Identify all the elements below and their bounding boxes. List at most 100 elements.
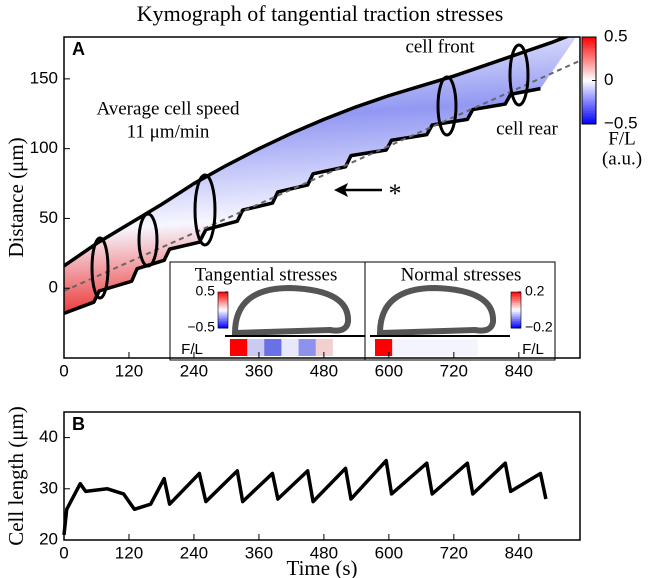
panel-label: B bbox=[72, 414, 85, 434]
stress-strip bbox=[315, 339, 334, 356]
highlight-ellipse bbox=[508, 43, 530, 107]
colorbar-cell bbox=[582, 106, 596, 110]
inset-tick-label: −0.2 bbox=[525, 319, 553, 335]
colorbar-label: (a.u.) bbox=[602, 148, 642, 169]
x-tick-label: 720 bbox=[440, 361, 468, 380]
colorbar-cell bbox=[582, 37, 596, 40]
x-tick-label: 840 bbox=[505, 361, 533, 380]
plot-frame bbox=[63, 411, 581, 541]
colorbar-cell bbox=[582, 50, 596, 53]
colorbar-cell bbox=[582, 87, 596, 90]
highlight-ellipse bbox=[436, 75, 458, 137]
x-tick-label: 0 bbox=[59, 361, 68, 380]
colorbar-cell bbox=[582, 89, 596, 92]
x-tick-label: 480 bbox=[310, 361, 338, 380]
colorbar-cell bbox=[582, 76, 596, 79]
y-tick-label: 40 bbox=[39, 427, 58, 446]
inset-colorbar-cell bbox=[218, 308, 228, 311]
inset-colorbar-cell bbox=[511, 306, 521, 309]
inset-colorbar-frame bbox=[217, 291, 229, 329]
colorbar-cell bbox=[582, 82, 596, 86]
x-tick-label: 480 bbox=[310, 543, 338, 562]
inset-colorbar-cell bbox=[511, 292, 521, 295]
inset-colorbar-cell bbox=[218, 322, 228, 325]
inset-colorbar-cell bbox=[511, 310, 521, 313]
inset-colorbar-cell bbox=[511, 301, 521, 304]
colorbar-cell bbox=[582, 43, 596, 47]
panel-label: A bbox=[72, 39, 85, 59]
colorbar-label: F/L bbox=[608, 128, 635, 149]
front-label: cell front bbox=[405, 36, 475, 57]
stress-strip bbox=[230, 339, 248, 356]
colorbar-tick-label: −0.5 bbox=[604, 113, 638, 132]
inset-colorbar-cell bbox=[218, 311, 228, 315]
colorbar-cell bbox=[582, 121, 596, 125]
colorbar-cell bbox=[582, 71, 596, 75]
inset-title: Normal stresses bbox=[401, 264, 522, 285]
y-tick-label: 20 bbox=[39, 529, 58, 548]
colorbar-cell bbox=[582, 115, 596, 118]
stress-strip bbox=[332, 339, 351, 356]
colorbar-cell bbox=[582, 39, 596, 42]
x-tick-label: 600 bbox=[375, 543, 403, 562]
inset-colorbar-cell bbox=[511, 317, 521, 320]
inset-colorbar-cell bbox=[218, 326, 228, 329]
colorbar-cell bbox=[582, 100, 596, 103]
inset-colorbar-cell bbox=[511, 302, 521, 306]
stress-strip bbox=[247, 339, 265, 356]
colorbar-cell bbox=[582, 84, 596, 88]
colorbar-cell bbox=[582, 102, 596, 105]
inset-colorbar-cell bbox=[218, 295, 228, 298]
x-tick-label: 360 bbox=[245, 543, 273, 562]
inset-colorbar-cell bbox=[218, 319, 228, 322]
y-tick-label: 100 bbox=[30, 138, 58, 157]
highlight-ellipse bbox=[90, 236, 110, 300]
inset-colorbar-cell bbox=[511, 322, 521, 325]
colorbar-cell bbox=[582, 108, 596, 112]
inset-colorbar-cell bbox=[218, 310, 228, 313]
stress-strip bbox=[426, 339, 445, 356]
data-line bbox=[64, 37, 571, 268]
colorbar-cell bbox=[582, 113, 596, 116]
inset-colorbar-cell bbox=[218, 299, 228, 302]
inset-tick-label: −0.5 bbox=[187, 319, 215, 335]
inset-colorbar-cell bbox=[218, 324, 228, 327]
x-tick-label: 240 bbox=[180, 543, 208, 562]
inset-colorbar-frame bbox=[510, 291, 522, 329]
inset-tick-label: 0.2 bbox=[525, 283, 545, 299]
colorbar-cell bbox=[582, 119, 596, 123]
colorbar-cell bbox=[582, 65, 596, 68]
stress-strip bbox=[392, 339, 410, 356]
inset-colorbar-cell bbox=[218, 301, 228, 304]
inset-colorbar-cell bbox=[218, 315, 228, 318]
y-tick-label: 0 bbox=[49, 278, 58, 297]
x-tick-label: 720 bbox=[440, 543, 468, 562]
inset-colorbar-cell bbox=[511, 293, 521, 297]
inset-colorbar-cell bbox=[511, 297, 521, 300]
x-tick-label: 0 bbox=[59, 543, 68, 562]
arrow-head bbox=[334, 183, 348, 197]
stress-strip bbox=[460, 339, 479, 356]
plot-frame bbox=[63, 36, 581, 359]
inset-colorbar-cell bbox=[218, 292, 228, 295]
asterisk: * bbox=[389, 179, 402, 208]
colorbar-cell bbox=[582, 91, 596, 95]
data-line bbox=[62, 458, 548, 536]
inset-colorbar-label: F/L bbox=[181, 341, 203, 358]
stress-strip bbox=[375, 339, 393, 356]
inset-colorbar-cell bbox=[511, 320, 521, 324]
speed-label: 11 μm/min bbox=[127, 121, 210, 142]
colorbar-cell bbox=[582, 73, 596, 77]
stress-strip bbox=[298, 339, 317, 356]
x-tick-label: 120 bbox=[115, 543, 143, 562]
x-axis-label: Time (s) bbox=[287, 556, 358, 578]
x-tick-label: 360 bbox=[245, 361, 273, 380]
inset-colorbar-label: F/L bbox=[522, 341, 544, 358]
colorbar-cell bbox=[582, 80, 596, 84]
colorbar-tick-label: 0.5 bbox=[604, 26, 628, 45]
stress-strip bbox=[443, 339, 462, 356]
inset-title: Tangential stresses bbox=[195, 264, 338, 285]
x-tick-label: 840 bbox=[505, 543, 533, 562]
data-line bbox=[64, 86, 541, 315]
